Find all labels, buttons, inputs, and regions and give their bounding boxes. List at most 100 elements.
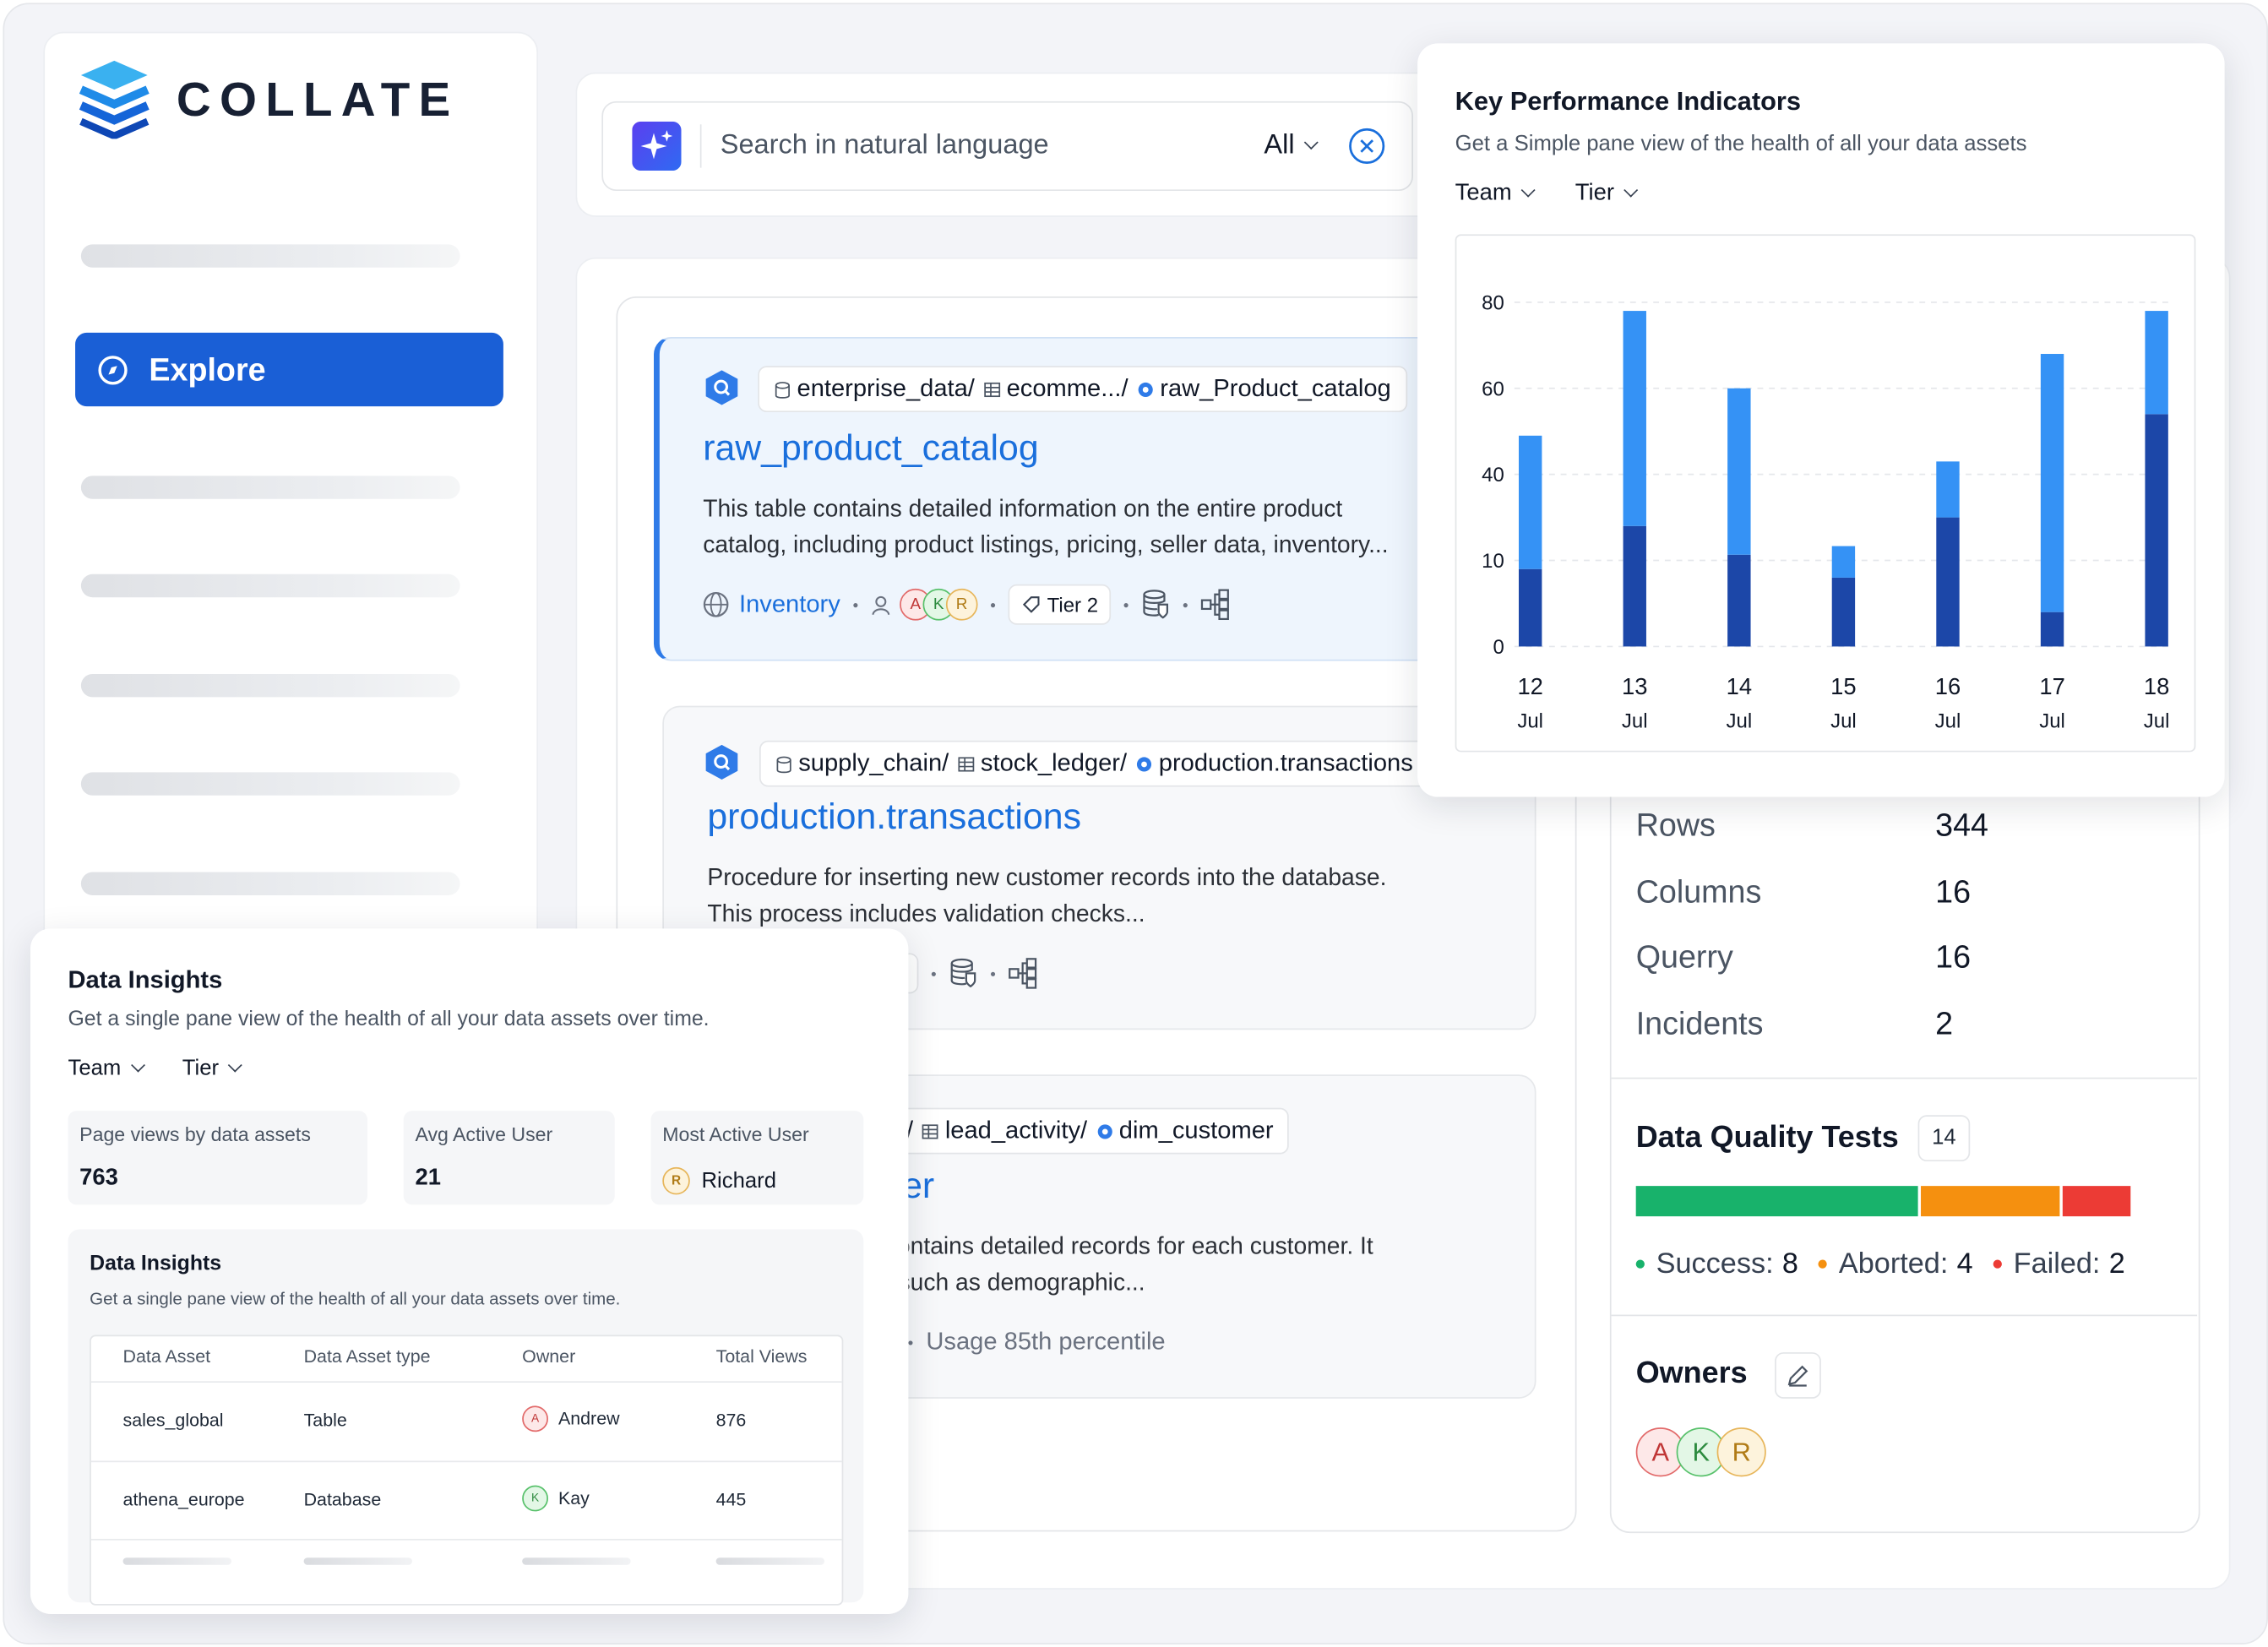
chevron	[1520, 182, 1536, 198]
search-box[interactable]: Search in natural language All	[601, 101, 1413, 192]
y-tick-label: 40	[1482, 464, 1504, 486]
separator	[990, 602, 996, 607]
icon-part	[958, 756, 975, 771]
usage: Usage 85th percentile	[926, 1327, 1166, 1356]
divider	[1611, 1314, 2198, 1317]
result-card[interactable]: enterprise_data/ecomme.../ raw_Product_ca…	[653, 336, 1454, 661]
kpi-card: Key Performance Indicators Get a Simple p…	[1417, 43, 2225, 797]
skeleton	[80, 476, 460, 499]
asset-name[interactable]: production.transactions	[707, 796, 1081, 838]
x-tick-label: 18	[2144, 673, 2169, 699]
avatar: K	[522, 1485, 548, 1512]
filter-label: Team	[1455, 181, 1512, 206]
tier: Tier 2	[1008, 584, 1112, 625]
icon-part	[1022, 596, 1040, 613]
icon-part	[951, 968, 974, 979]
x-tick-sublabel: Jul	[1517, 709, 1543, 732]
owner-name: Kay	[557, 1487, 590, 1508]
icon	[871, 594, 891, 616]
x-tick-label: 12	[1517, 673, 1542, 699]
breadcrumb: supply_chain/stock_ledger/production.tra…	[759, 740, 1429, 787]
table-header: Data Asset type	[303, 1346, 431, 1367]
table-header: Data Asset	[122, 1346, 211, 1367]
icon-part	[1349, 128, 1385, 165]
icon-part	[875, 595, 887, 606]
icon-part	[1097, 1123, 1112, 1139]
icon-part	[922, 1123, 939, 1139]
separator	[991, 970, 996, 976]
y-tick-label: 80	[1482, 291, 1504, 314]
nav-label: Explore	[149, 351, 266, 388]
skeleton	[122, 1557, 231, 1565]
search-scope[interactable]: All	[1264, 130, 1295, 161]
clear-button[interactable]	[1348, 128, 1386, 166]
legend-dot	[1993, 1259, 2002, 1269]
icon-part	[965, 972, 976, 988]
icon-part	[984, 382, 1000, 397]
bar-segment	[1727, 388, 1751, 555]
icon-part	[723, 389, 731, 396]
icon-part	[108, 365, 117, 374]
icon-part	[80, 60, 148, 90]
icon	[1135, 754, 1153, 773]
bar-segment	[2040, 612, 2064, 647]
domain[interactable]: Inventory	[739, 590, 840, 618]
filter[interactable]: Team	[1455, 181, 1536, 206]
nav-explore[interactable]: Explore	[75, 332, 503, 407]
chevron	[228, 1057, 243, 1073]
x-tick-label: 17	[2039, 673, 2064, 699]
stat-value: 16	[1935, 872, 1972, 910]
skeleton	[80, 573, 460, 598]
bar-segment	[2040, 354, 2064, 612]
icon	[703, 591, 729, 617]
y-tick-label: 10	[1482, 550, 1504, 573]
breadcrumb-part: lead_activity/	[944, 1116, 1088, 1144]
stat-value: 2	[1935, 1004, 1954, 1041]
x-tick-label: 14	[1727, 673, 1752, 699]
legend-dot	[1635, 1259, 1645, 1269]
icon-part	[872, 607, 890, 615]
search-placeholder: Search in natural language	[720, 130, 1049, 161]
separator	[853, 602, 858, 607]
bar-segment	[1518, 568, 1542, 647]
metric: Avg Active User 21	[403, 1111, 615, 1205]
avatar: R	[662, 1166, 690, 1195]
bar-segment	[1831, 546, 1856, 578]
breadcrumb-part: enterprise_data/	[797, 374, 975, 403]
cell-type: Database	[303, 1489, 382, 1510]
metric-label: Page views by data assets	[79, 1123, 311, 1146]
icon	[1201, 589, 1230, 621]
filter[interactable]: Team	[68, 1057, 145, 1079]
cell-owner: K Kay	[522, 1485, 590, 1512]
logo-icon	[79, 60, 150, 139]
divider	[699, 124, 702, 168]
edit-owners[interactable]	[1775, 1352, 1821, 1399]
row-divider	[90, 1538, 842, 1541]
kpi-title: Key Performance Indicators	[1455, 86, 1802, 116]
asset-footer: Inventory A K R Tier 2	[703, 584, 1230, 625]
bar-segment	[1936, 461, 1960, 518]
filter[interactable]: Tier	[1575, 182, 1639, 205]
icon-part	[79, 101, 150, 125]
breadcrumb-part: supply_chain/	[798, 749, 949, 777]
asset-name[interactable]: raw_product_catalog	[703, 427, 1039, 469]
filter[interactable]: Tier	[182, 1057, 243, 1079]
insights-card: Data Insights Get a single pane view of t…	[30, 928, 909, 1615]
icon-part	[1201, 599, 1212, 611]
icon	[958, 754, 976, 773]
table: Data Asset Data Asset type Owner Total View…	[90, 1334, 844, 1606]
asset-description: This table contains detailed information…	[703, 496, 1389, 558]
icon-part	[923, 1124, 938, 1138]
icon	[983, 379, 1001, 398]
cell-type: Table	[303, 1410, 347, 1431]
icon-part	[1026, 958, 1037, 969]
bar-segment	[1727, 554, 1751, 647]
skeleton	[80, 673, 460, 698]
avatar: A	[522, 1405, 548, 1432]
x-tick-label: 16	[1935, 673, 1961, 699]
x-tick-sublabel: Jul	[1727, 709, 1753, 732]
icon	[1137, 379, 1155, 398]
